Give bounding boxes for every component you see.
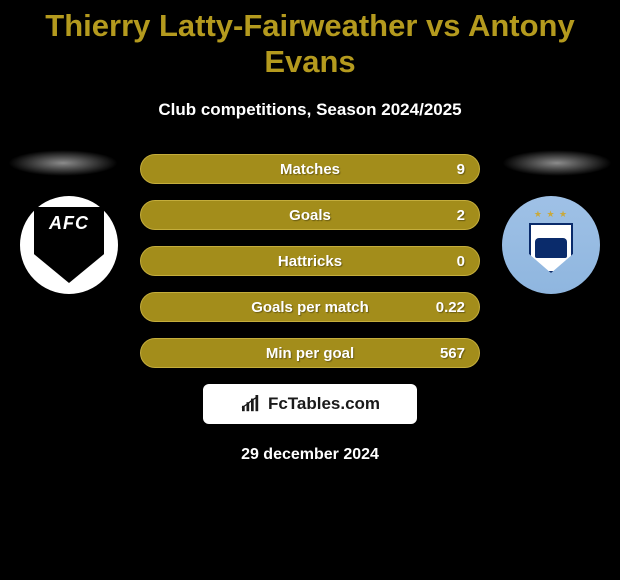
stat-label: Goals per match <box>155 299 465 316</box>
stat-row-goals-per-match: Goals per match 0.22 <box>140 292 480 322</box>
date-label: 29 december 2024 <box>0 446 620 464</box>
shield-icon <box>529 223 573 273</box>
stat-row-min-per-goal: Min per goal 567 <box>140 338 480 368</box>
bar-chart-icon <box>240 395 262 413</box>
page-title: Thierry Latty-Fairweather vs Antony Evan… <box>0 0 620 80</box>
stat-label: Matches <box>155 161 465 178</box>
stat-value: 0 <box>457 253 465 270</box>
stat-value: 9 <box>457 161 465 178</box>
club-crest-left: AFC <box>20 196 118 294</box>
stat-label: Min per goal <box>155 345 465 362</box>
comparison-area: AFC ★ ★ ★ Matches 9 Goals 2 Hattricks 0 … <box>0 154 620 464</box>
shadow-left <box>8 150 118 176</box>
stat-label: Hattricks <box>155 253 465 270</box>
stat-value: 567 <box>440 345 465 362</box>
stat-row-goals: Goals 2 <box>140 200 480 230</box>
page-subtitle: Club competitions, Season 2024/2025 <box>0 100 620 120</box>
stat-row-hattricks: Hattricks 0 <box>140 246 480 276</box>
club-crest-right: ★ ★ ★ <box>502 196 600 294</box>
shield-icon: AFC <box>34 207 104 283</box>
stat-label: Goals <box>155 207 465 224</box>
shadow-right <box>502 150 612 176</box>
stars-icon: ★ ★ ★ <box>534 209 568 220</box>
brand-text: FcTables.com <box>268 394 380 414</box>
stat-value: 2 <box>457 207 465 224</box>
stat-value: 0.22 <box>436 299 465 316</box>
stat-row-matches: Matches 9 <box>140 154 480 184</box>
brand-badge: FcTables.com <box>203 384 417 424</box>
stats-list: Matches 9 Goals 2 Hattricks 0 Goals per … <box>140 154 480 368</box>
terrier-icon <box>535 238 567 258</box>
